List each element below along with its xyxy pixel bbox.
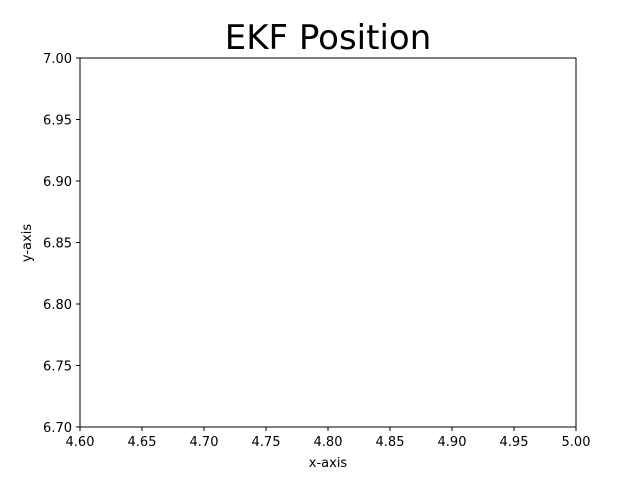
y-tick-label: 6.95: [43, 114, 72, 129]
y-tick-label: 6.85: [43, 237, 72, 252]
y-tick-label: 7.00: [43, 52, 72, 67]
y-tick-label: 6.90: [43, 175, 72, 190]
x-tick-label: 4.85: [376, 435, 405, 450]
x-tick-label: 4.70: [190, 435, 219, 450]
x-tick-label: 4.60: [66, 435, 95, 450]
x-tick-label: 4.65: [128, 435, 157, 450]
x-tick-label: 4.80: [314, 435, 343, 450]
x-tick-label: 4.75: [252, 435, 281, 450]
x-tick-label: 4.90: [438, 435, 467, 450]
chart-title: EKF Position: [225, 18, 432, 58]
y-axis-ticks: 6.70 6.75 6.80 6.85 6.90 6.95 7.00: [43, 52, 80, 436]
plot-area: [79, 57, 577, 428]
x-tick-label: 5.00: [562, 435, 591, 450]
y-tick-label: 6.80: [43, 298, 72, 313]
x-axis-ticks: 4.60 4.65 4.70 4.75 4.80 4.85 4.90 4.95 5.00: [66, 427, 591, 450]
x-tick-label: 4.95: [500, 435, 529, 450]
y-tick-label: 6.70: [43, 421, 72, 436]
y-axis-label: y-axis: [20, 224, 35, 262]
y-tick-label: 6.75: [43, 360, 72, 375]
x-axis-label: x-axis: [309, 456, 348, 471]
